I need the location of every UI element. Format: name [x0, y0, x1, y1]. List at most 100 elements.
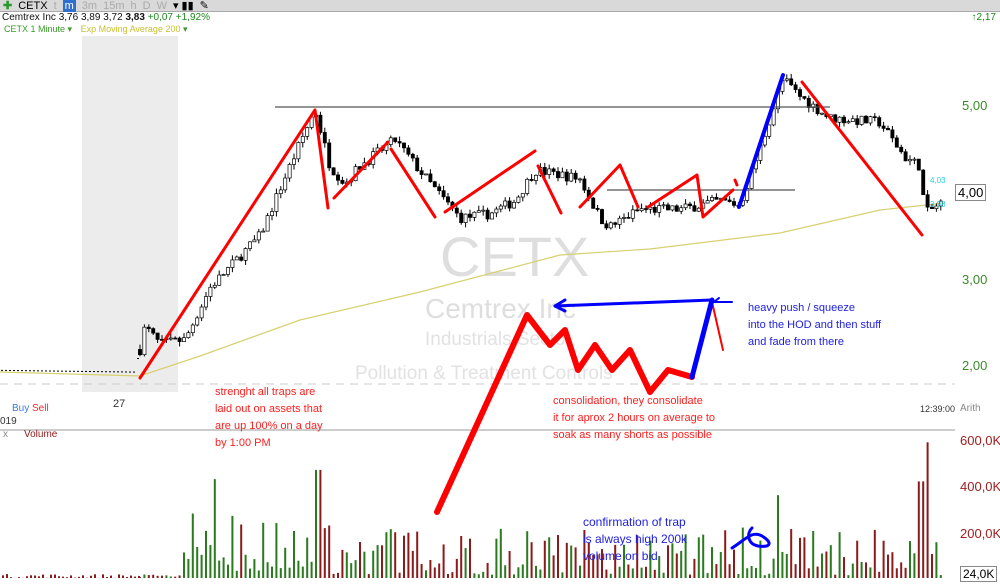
volume-bar — [26, 576, 28, 578]
note-line: strenght all traps are — [215, 386, 316, 398]
candle-body — [208, 286, 213, 297]
close-volume-pane[interactable]: x — [3, 429, 8, 440]
timeframe-day[interactable]: D — [142, 0, 151, 12]
candle-body — [925, 194, 930, 208]
draw-icon[interactable]: ✎ — [199, 0, 209, 12]
timeframe-15m[interactable]: 15m — [103, 0, 125, 12]
volume-bar — [78, 576, 80, 578]
timeframe-tick[interactable]: t — [53, 0, 57, 12]
candle-body — [525, 178, 530, 194]
candle-body — [397, 141, 402, 144]
volume-bar — [557, 535, 559, 578]
timeframe-hour[interactable]: h — [130, 0, 137, 12]
candle-body — [173, 337, 178, 340]
volume-bar — [266, 562, 269, 578]
volume-bar — [579, 565, 581, 578]
candle-body — [666, 204, 670, 211]
volume-bar — [367, 574, 370, 578]
volume-bar — [126, 576, 128, 578]
candle-body — [688, 203, 692, 207]
volume-bar — [328, 525, 331, 578]
volume-bars — [2, 442, 942, 578]
candle-body — [899, 146, 904, 153]
last-price: 3,83 — [125, 12, 145, 23]
candle-body — [468, 213, 472, 218]
candle-body — [270, 211, 274, 216]
volume-bar — [702, 534, 705, 578]
volume-bar — [530, 542, 533, 578]
candle-body — [661, 204, 666, 207]
volume-bar — [697, 537, 700, 578]
volume-bar — [561, 572, 564, 578]
volume-bar — [794, 564, 797, 578]
volume-bar — [240, 524, 243, 578]
candle-body — [613, 222, 618, 225]
trend-annotation — [646, 173, 735, 219]
volume-bar — [174, 576, 177, 578]
volume-bar — [191, 513, 194, 578]
volume-bar — [882, 540, 885, 578]
volume-bar — [442, 544, 445, 578]
volume-bar — [816, 566, 819, 578]
candle-body — [547, 168, 552, 175]
trend-annotation — [443, 149, 537, 214]
volume-bar — [521, 564, 524, 578]
volume-bar — [821, 553, 823, 578]
volume-bar — [118, 574, 120, 578]
candle-body — [388, 137, 393, 145]
volume-bar — [772, 558, 775, 578]
premarket-shade — [82, 36, 178, 392]
candle-body — [916, 158, 921, 171]
candle-body — [415, 157, 420, 172]
candle-body — [582, 178, 587, 191]
candle-body — [212, 284, 217, 288]
scribble-annotation — [730, 526, 771, 550]
trend-annotation — [536, 164, 563, 215]
strength-note: strenght all traps are laid out on assets… — [215, 384, 323, 452]
candle-body — [512, 202, 516, 209]
volume-bar — [218, 560, 221, 578]
candle-body — [705, 200, 710, 204]
timeframe-3m[interactable]: 3m — [81, 0, 98, 12]
timeframe-week[interactable]: W — [156, 0, 167, 12]
chart-legend: CETX 1 Minute ▾ Exp Moving Average 200 ▾ — [4, 24, 188, 34]
volume-bar — [552, 555, 555, 578]
ema-legend[interactable]: Exp Moving Average 200 — [80, 24, 181, 34]
note-line: soak as many shorts as possible — [553, 429, 712, 441]
add-icon[interactable]: ✚ — [3, 0, 13, 12]
volume-legend[interactable]: Volume — [24, 429, 58, 440]
candle-body — [300, 135, 305, 143]
candle-body — [859, 115, 864, 125]
buy-button[interactable]: Buy — [12, 403, 30, 414]
volume-bar — [345, 552, 348, 578]
candle-body — [921, 169, 926, 196]
candle-body — [472, 211, 477, 218]
volume-bar — [253, 559, 256, 578]
volume-bar — [865, 562, 867, 578]
scale-mode-dropdown[interactable]: Arith — [960, 403, 981, 414]
symbol-field[interactable]: CETX — [18, 0, 48, 12]
volume-bar — [834, 574, 837, 578]
volume-bar — [543, 540, 546, 578]
series-legend[interactable]: CETX 1 Minute — [4, 24, 66, 34]
price-label: 3,00 — [962, 272, 988, 287]
volume-bar — [583, 529, 586, 578]
sell-button[interactable]: Sell — [32, 403, 49, 414]
volume-bar — [310, 561, 313, 578]
volume-bar — [926, 442, 929, 578]
volume-bar — [2, 575, 4, 578]
chart-type-icon[interactable]: ▾ ▮▮ — [172, 0, 194, 12]
volume-bar — [785, 553, 788, 578]
price-label: 2,00 — [962, 358, 988, 373]
timeframe-minute[interactable]: m — [62, 0, 76, 12]
candle-body — [890, 129, 895, 139]
candle-body — [305, 127, 310, 137]
volume-bar — [288, 567, 291, 578]
volume-bar — [152, 574, 155, 578]
candle-body — [732, 201, 736, 206]
candle-body — [234, 256, 239, 261]
volume-bar — [812, 530, 815, 578]
volume-bar — [931, 553, 933, 578]
up-arrow-icon: ↑ — [971, 12, 977, 23]
